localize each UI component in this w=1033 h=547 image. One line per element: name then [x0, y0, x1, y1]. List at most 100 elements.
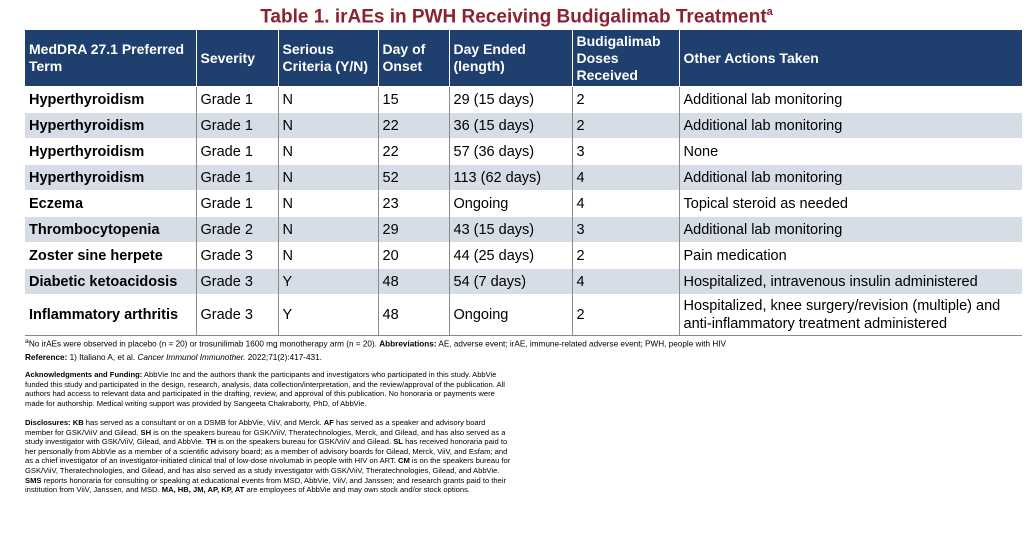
cell-day-of-onset: 15 [377, 86, 449, 113]
cell-day-ended: Ongoing [448, 294, 572, 336]
cell-day-ended: 44 (25 days) [448, 242, 572, 269]
acknowledgments-label: Acknowledgments and Funding: [25, 370, 143, 379]
reference: Reference: 1) Italiano A, et al. Cancer … [25, 353, 322, 362]
cell-day-ended: 36 (15 days) [448, 112, 572, 139]
table-row: Inflammatory arthritis Grade 3 Y 48 Ongo… [25, 294, 1022, 336]
cell-serious-criteria: N [277, 112, 378, 139]
irae-table: MedDRA 27.1 Preferred Term Severity Seri… [25, 30, 1022, 336]
disclosure-text: has received honoraria paid to her perso… [25, 437, 508, 466]
cell-day-of-onset: 52 [377, 164, 449, 191]
disclosure-text: is on the speakers bureau for GSK/ViiV, … [25, 456, 511, 475]
table-row: Zoster sine herpete Grade 3 N 20 44 (25 … [25, 242, 1022, 269]
header-severity: Severity [195, 30, 278, 87]
header-row: MedDRA 27.1 Preferred Term Severity Seri… [25, 30, 1022, 87]
reference-citation: 2022;71(2):417-431. [247, 353, 322, 362]
reference-journal: Cancer Immunol Immunother. [137, 353, 246, 362]
cell-other-actions: Topical steroid as needed [678, 190, 1022, 217]
cell-day-ended: 113 (62 days) [448, 164, 572, 191]
cell-severity: Grade 1 [195, 190, 278, 217]
cell-severity: Grade 1 [195, 164, 278, 191]
cell-serious-criteria: N [277, 216, 378, 243]
disclosure-initials: AF [323, 418, 334, 427]
cell-doses-received: 2 [571, 294, 679, 336]
table-header: MedDRA 27.1 Preferred Term Severity Seri… [25, 30, 1022, 87]
cell-day-of-onset: 29 [377, 216, 449, 243]
cell-doses-received: 3 [571, 138, 679, 165]
cell-day-of-onset: 22 [377, 112, 449, 139]
table-row: Hyperthyroidism Grade 1 N 22 36 (15 days… [25, 112, 1022, 139]
disclosures-label: Disclosures: [25, 418, 71, 427]
disclosure-initials: MA, HB, JM, AP, KP, AT [161, 485, 245, 495]
disclosure-initials: SL [393, 437, 403, 447]
header-serious-criteria: Serious Criteria (Y/N) [277, 30, 378, 87]
cell-preferred-term: Diabetic ketoacidosis [25, 268, 196, 295]
footnote-text: No irAEs were observed in placebo (n = 2… [28, 339, 377, 349]
cell-doses-received: 2 [571, 242, 679, 269]
abbreviations-label: Abbreviations: [379, 339, 437, 349]
disclosure-initials: TH [205, 437, 217, 447]
cell-doses-received: 2 [571, 86, 679, 113]
cell-serious-criteria: N [277, 190, 378, 217]
cell-severity: Grade 3 [195, 268, 278, 295]
cell-preferred-term: Eczema [25, 190, 196, 217]
cell-severity: Grade 1 [195, 86, 278, 113]
header-day-ended: Day Ended (length) [448, 30, 572, 87]
disclosure-initials: SH [140, 427, 152, 437]
table-row: Hyperthyroidism Grade 1 N 52 113 (62 day… [25, 164, 1022, 191]
table-row: Hyperthyroidism Grade 1 N 22 57 (36 days… [25, 138, 1022, 165]
cell-preferred-term: Hyperthyroidism [25, 86, 196, 113]
disclosure-text: is on the speakers bureau for GSK/ViiV a… [216, 437, 394, 447]
disclosure-text: are employees of AbbVie and may own stoc… [244, 485, 471, 495]
disclosure-initials: CM [398, 456, 410, 466]
abbreviations-text: AE, adverse event; irAE, immune-related … [438, 339, 727, 349]
cell-other-actions: Hospitalized, intravenous insulin admini… [678, 268, 1022, 295]
acknowledgments: Acknowledgments and Funding: AbbVie Inc … [25, 370, 515, 408]
cell-serious-criteria: N [277, 86, 378, 113]
footnote-marker: a [25, 338, 29, 345]
cell-day-of-onset: 48 [377, 294, 449, 336]
cell-preferred-term: Thrombocytopenia [25, 216, 196, 243]
cell-doses-received: 4 [571, 190, 679, 217]
cell-other-actions: Pain medication [678, 242, 1022, 269]
cell-other-actions: Additional lab monitoring [678, 164, 1022, 191]
cell-doses-received: 4 [571, 268, 679, 295]
cell-other-actions: None [678, 138, 1022, 165]
table-title-superscript: a [766, 6, 773, 18]
cell-day-ended: 29 (15 days) [448, 86, 572, 113]
cell-serious-criteria: N [277, 138, 378, 165]
table-body: Hyperthyroidism Grade 1 N 15 29 (15 days… [25, 86, 1022, 336]
table-footnote: aNo irAEs were observed in placebo (n = … [25, 338, 1015, 349]
cell-severity: Grade 2 [195, 216, 278, 243]
disclosure-text: has served as a speaker and advisory boa… [25, 418, 486, 437]
cell-severity: Grade 3 [195, 242, 278, 269]
cell-day-ended: 43 (15 days) [448, 216, 572, 243]
cell-day-of-onset: 22 [377, 138, 449, 165]
cell-serious-criteria: Y [277, 268, 378, 295]
cell-serious-criteria: Y [277, 294, 378, 336]
cell-day-ended: Ongoing [448, 190, 572, 217]
table-row: Diabetic ketoacidosis Grade 3 Y 48 54 (7… [25, 268, 1022, 295]
cell-other-actions: Additional lab monitoring [678, 86, 1022, 113]
cell-preferred-term: Hyperthyroidism [25, 138, 196, 165]
header-day-of-onset: Day of Onset [377, 30, 449, 87]
disclosures: Disclosures: KB has served as a consulta… [25, 418, 515, 495]
cell-day-of-onset: 23 [377, 190, 449, 217]
cell-preferred-term: Inflammatory arthritis [25, 294, 196, 336]
header-doses-received: Budigalimab Doses Received [571, 30, 679, 87]
cell-doses-received: 3 [571, 216, 679, 243]
cell-preferred-term: Hyperthyroidism [25, 112, 196, 139]
header-other-actions: Other Actions Taken [678, 30, 1022, 87]
table-row: Eczema Grade 1 N 23 Ongoing 4 Topical st… [25, 190, 1022, 217]
cell-day-of-onset: 48 [377, 268, 449, 295]
disclosure-initials: KB [72, 418, 84, 427]
cell-other-actions: Additional lab monitoring [678, 112, 1022, 139]
cell-day-of-onset: 20 [377, 242, 449, 269]
table-row: Hyperthyroidism Grade 1 N 15 29 (15 days… [25, 86, 1022, 113]
cell-preferred-term: Zoster sine herpete [25, 242, 196, 269]
cell-severity: Grade 1 [195, 112, 278, 139]
cell-doses-received: 2 [571, 112, 679, 139]
cell-severity: Grade 1 [195, 138, 278, 165]
reference-label: Reference: [25, 353, 68, 362]
table-row: Thrombocytopenia Grade 2 N 29 43 (15 day… [25, 216, 1022, 243]
disclosure-text: reports honoraria for consulting or spea… [25, 475, 507, 495]
